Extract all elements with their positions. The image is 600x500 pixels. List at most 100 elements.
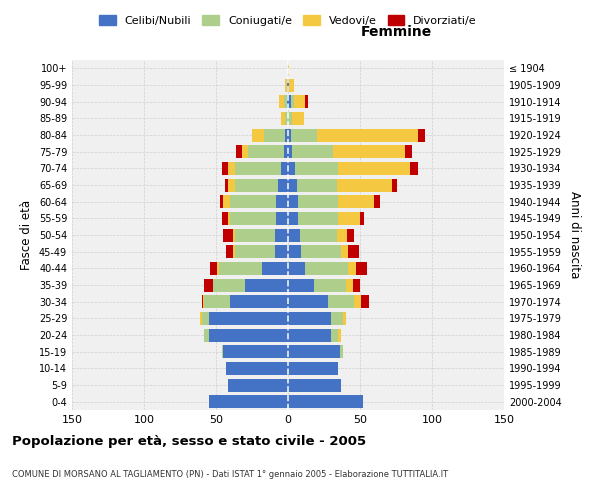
Bar [223,345,288,358]
Bar [374,195,380,208]
Text: COMUNE DI MORSANO AL TAGLIAMENTO (PN) - Dati ISTAT 1° gennaio 2005 - Elaborazion: COMUNE DI MORSANO AL TAGLIAMENTO (PN) - … [12,470,448,479]
Bar [287,95,288,108]
Bar [288,112,292,125]
Bar [301,245,341,258]
Bar [288,128,291,141]
Bar [338,212,360,225]
Bar [288,245,301,258]
Bar [285,78,287,92]
Bar [227,378,288,392]
Bar [220,195,223,208]
Text: Popolazione per età, sesso e stato civile - 2005: Popolazione per età, sesso e stato civil… [12,435,366,448]
Bar [296,178,337,192]
Bar [245,278,288,291]
Bar [288,78,289,92]
Bar [281,112,285,125]
Bar [288,95,291,108]
Bar [349,262,356,275]
Bar [233,245,235,258]
Bar [248,145,284,158]
Bar [226,245,233,258]
Bar [410,162,418,175]
Bar [205,328,209,342]
Bar [288,212,298,225]
Bar [227,212,230,225]
Bar [294,95,305,108]
Bar [292,145,332,158]
Bar [404,145,412,158]
Bar [347,228,354,241]
Legend: Celibi/Nubili, Coniugati/e, Vedovi/e, Divorziati/e: Celibi/Nubili, Coniugati/e, Vedovi/e, Di… [95,10,481,30]
Bar [277,195,288,208]
Bar [288,145,292,158]
Bar [341,245,349,258]
Bar [288,178,296,192]
Bar [305,95,308,108]
Bar [288,345,340,358]
Bar [222,162,227,175]
Bar [277,212,288,225]
Bar [285,128,288,141]
Bar [332,145,404,158]
Bar [298,195,338,208]
Bar [230,195,277,208]
Y-axis label: Fasce di età: Fasce di età [20,200,33,270]
Bar [328,295,354,308]
Bar [227,178,235,192]
Bar [299,228,337,241]
Bar [252,128,263,141]
Bar [314,278,346,291]
Bar [285,112,288,125]
Text: Femmine: Femmine [361,25,431,39]
Bar [205,295,230,308]
Bar [236,145,242,158]
Bar [235,245,275,258]
Bar [219,262,262,275]
Y-axis label: Anni di nascita: Anni di nascita [568,192,581,278]
Bar [288,278,314,291]
Bar [288,362,338,375]
Bar [291,95,294,108]
Bar [288,295,328,308]
Bar [331,312,343,325]
Bar [291,128,317,141]
Bar [288,395,363,408]
Bar [340,345,343,358]
Bar [202,312,209,325]
Bar [288,328,331,342]
Bar [356,262,367,275]
Bar [223,195,230,208]
Bar [288,262,305,275]
Bar [235,228,275,241]
Bar [288,195,298,208]
Bar [263,128,285,141]
Bar [235,162,281,175]
Bar [226,362,288,375]
Bar [288,62,289,75]
Bar [338,195,374,208]
Bar [337,178,392,192]
Bar [361,295,368,308]
Bar [202,295,203,308]
Bar [360,212,364,225]
Bar [209,328,288,342]
Bar [392,178,397,192]
Bar [262,262,288,275]
Bar [227,162,235,175]
Bar [284,95,287,108]
Bar [298,212,338,225]
Bar [354,295,361,308]
Bar [349,245,359,258]
Bar [278,178,288,192]
Bar [222,212,227,225]
Bar [242,145,248,158]
Bar [338,162,410,175]
Bar [353,278,360,291]
Bar [235,178,278,192]
Bar [222,345,223,358]
Bar [203,295,205,308]
Bar [233,228,235,241]
Bar [275,228,288,241]
Bar [209,312,288,325]
Bar [224,178,227,192]
